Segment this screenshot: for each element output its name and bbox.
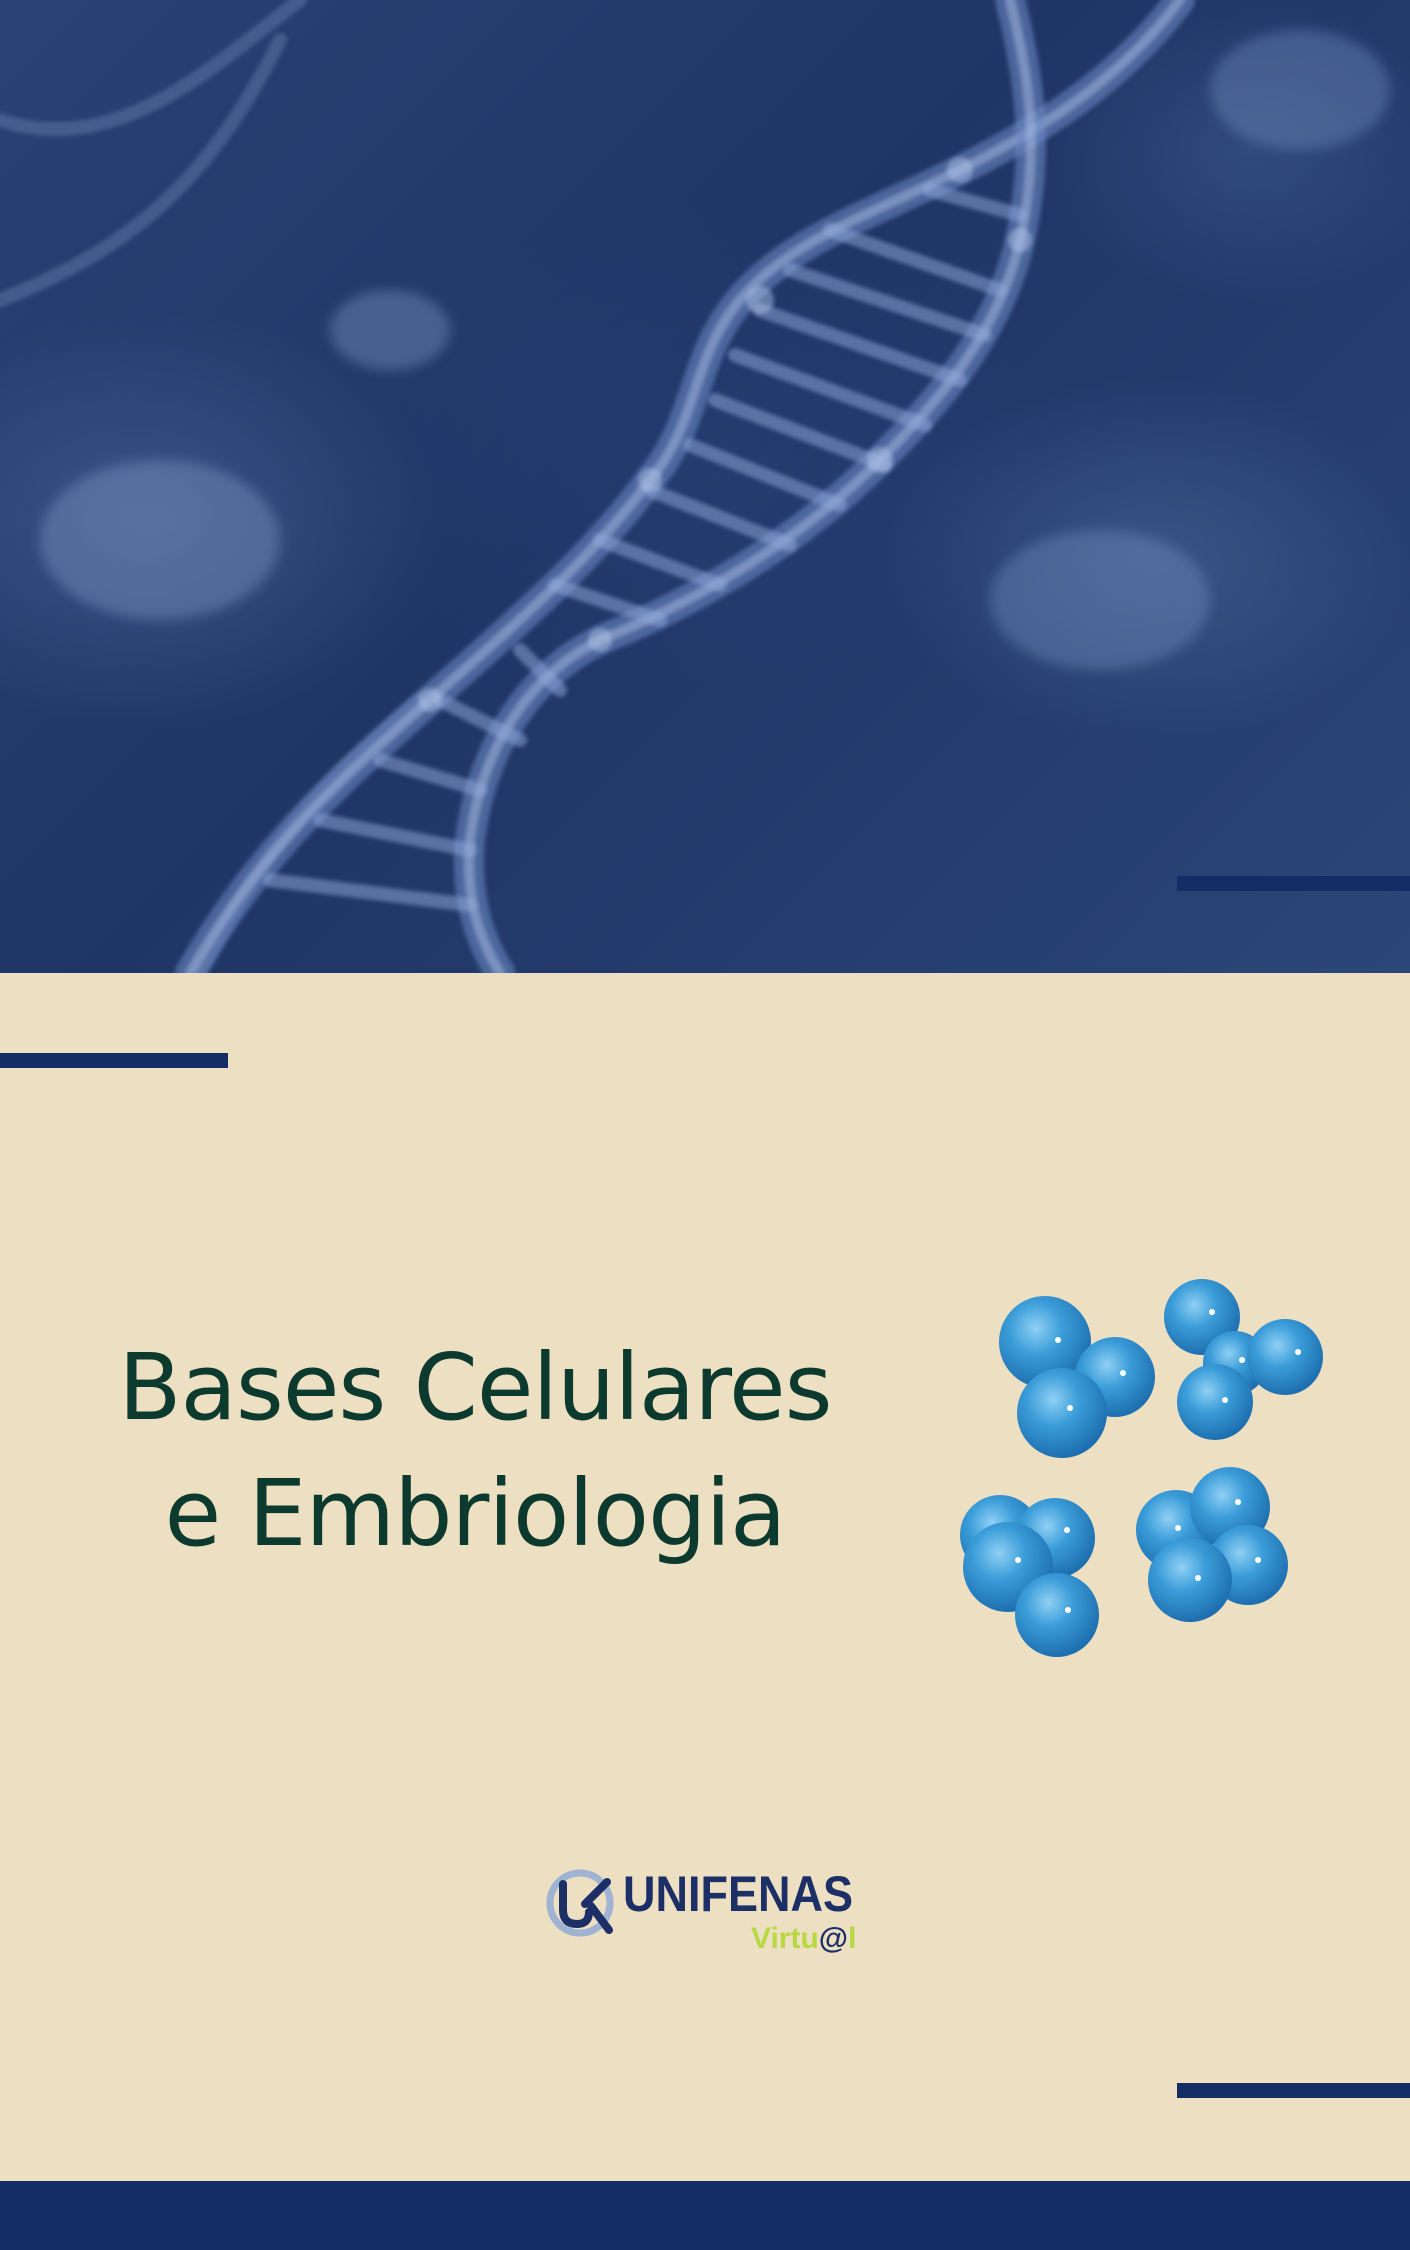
logo-subtitle-at: @: [818, 1922, 849, 1955]
decorative-bar: [1177, 876, 1410, 891]
cell-cluster: [999, 1296, 1155, 1458]
book-title: Bases Celulares e Embriologia: [80, 1325, 870, 1577]
cell-cluster: [1136, 1467, 1288, 1622]
cell-clusters-illustration: [960, 1279, 1323, 1657]
logo-subtitle: Virtu@l: [751, 1922, 856, 1956]
decorative-bar: [0, 1053, 228, 1068]
dna-hero-image: [0, 0, 1410, 973]
title-line-1: Bases Celulares: [118, 1334, 832, 1441]
footer-band: [0, 2181, 1410, 2250]
logo-subtitle-suffix: l: [848, 1922, 857, 1955]
logo-name: UNIFENAS: [623, 1866, 854, 1922]
dna-helix-illustration: [0, 0, 1390, 973]
cell-cluster: [1164, 1279, 1323, 1440]
cell-cluster: [960, 1495, 1099, 1657]
logo-subtitle-prefix: Virtu: [751, 1922, 819, 1955]
title-line-2: e Embriologia: [164, 1460, 787, 1567]
decorative-bar: [1177, 2083, 1410, 2098]
unifenas-logo: UNIFENAS Virtu@l: [545, 1862, 885, 1972]
unifenas-logo-icon: [546, 1869, 614, 1937]
